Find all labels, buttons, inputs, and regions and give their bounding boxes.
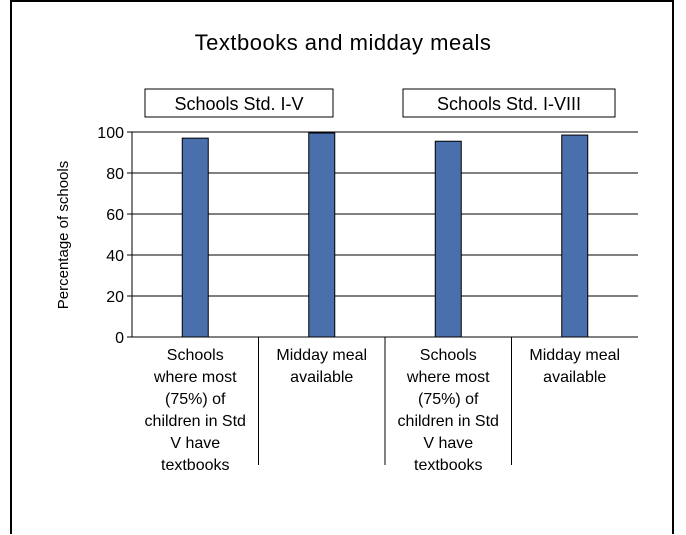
x-category-label: available — [543, 369, 606, 386]
x-category-label: Schools — [420, 347, 477, 364]
y-axis-label: Percentage of schools — [55, 161, 72, 309]
bar — [308, 132, 336, 338]
x-category-label: where most — [153, 369, 237, 386]
group-label: Schools Std. I-V — [174, 94, 303, 114]
bar — [561, 134, 589, 338]
group-label-box — [144, 88, 334, 118]
x-category-label: (75%) of — [165, 391, 226, 408]
x-category-label: Midday meal — [276, 347, 367, 364]
bar — [181, 137, 209, 338]
x-category-label: Schools — [167, 347, 224, 364]
x-category-label: where most — [406, 369, 490, 386]
x-category-label: children in Std — [145, 413, 246, 430]
x-category-label: (75%) of — [418, 391, 479, 408]
y-tick-label: 60 — [106, 207, 124, 224]
chart-frame — [10, 0, 674, 534]
x-category-label: textbooks — [414, 457, 482, 474]
group-label: Schools Std. I-VIII — [437, 94, 581, 114]
x-category-label: children in Std — [398, 413, 499, 430]
x-category-label: V have — [423, 435, 473, 452]
y-tick-label: 100 — [97, 125, 124, 142]
group-label-box — [402, 88, 616, 118]
chart-title: Textbooks and midday meals — [195, 30, 492, 55]
y-tick-label: 20 — [106, 289, 124, 306]
x-category-label: Midday meal — [529, 347, 620, 364]
y-tick-label: 40 — [106, 248, 124, 265]
y-tick-label: 80 — [106, 166, 124, 183]
x-category-label: V have — [170, 435, 220, 452]
bar — [434, 140, 462, 338]
x-category-label: textbooks — [161, 457, 229, 474]
y-tick-label: 0 — [115, 330, 124, 347]
x-category-label: available — [290, 369, 353, 386]
